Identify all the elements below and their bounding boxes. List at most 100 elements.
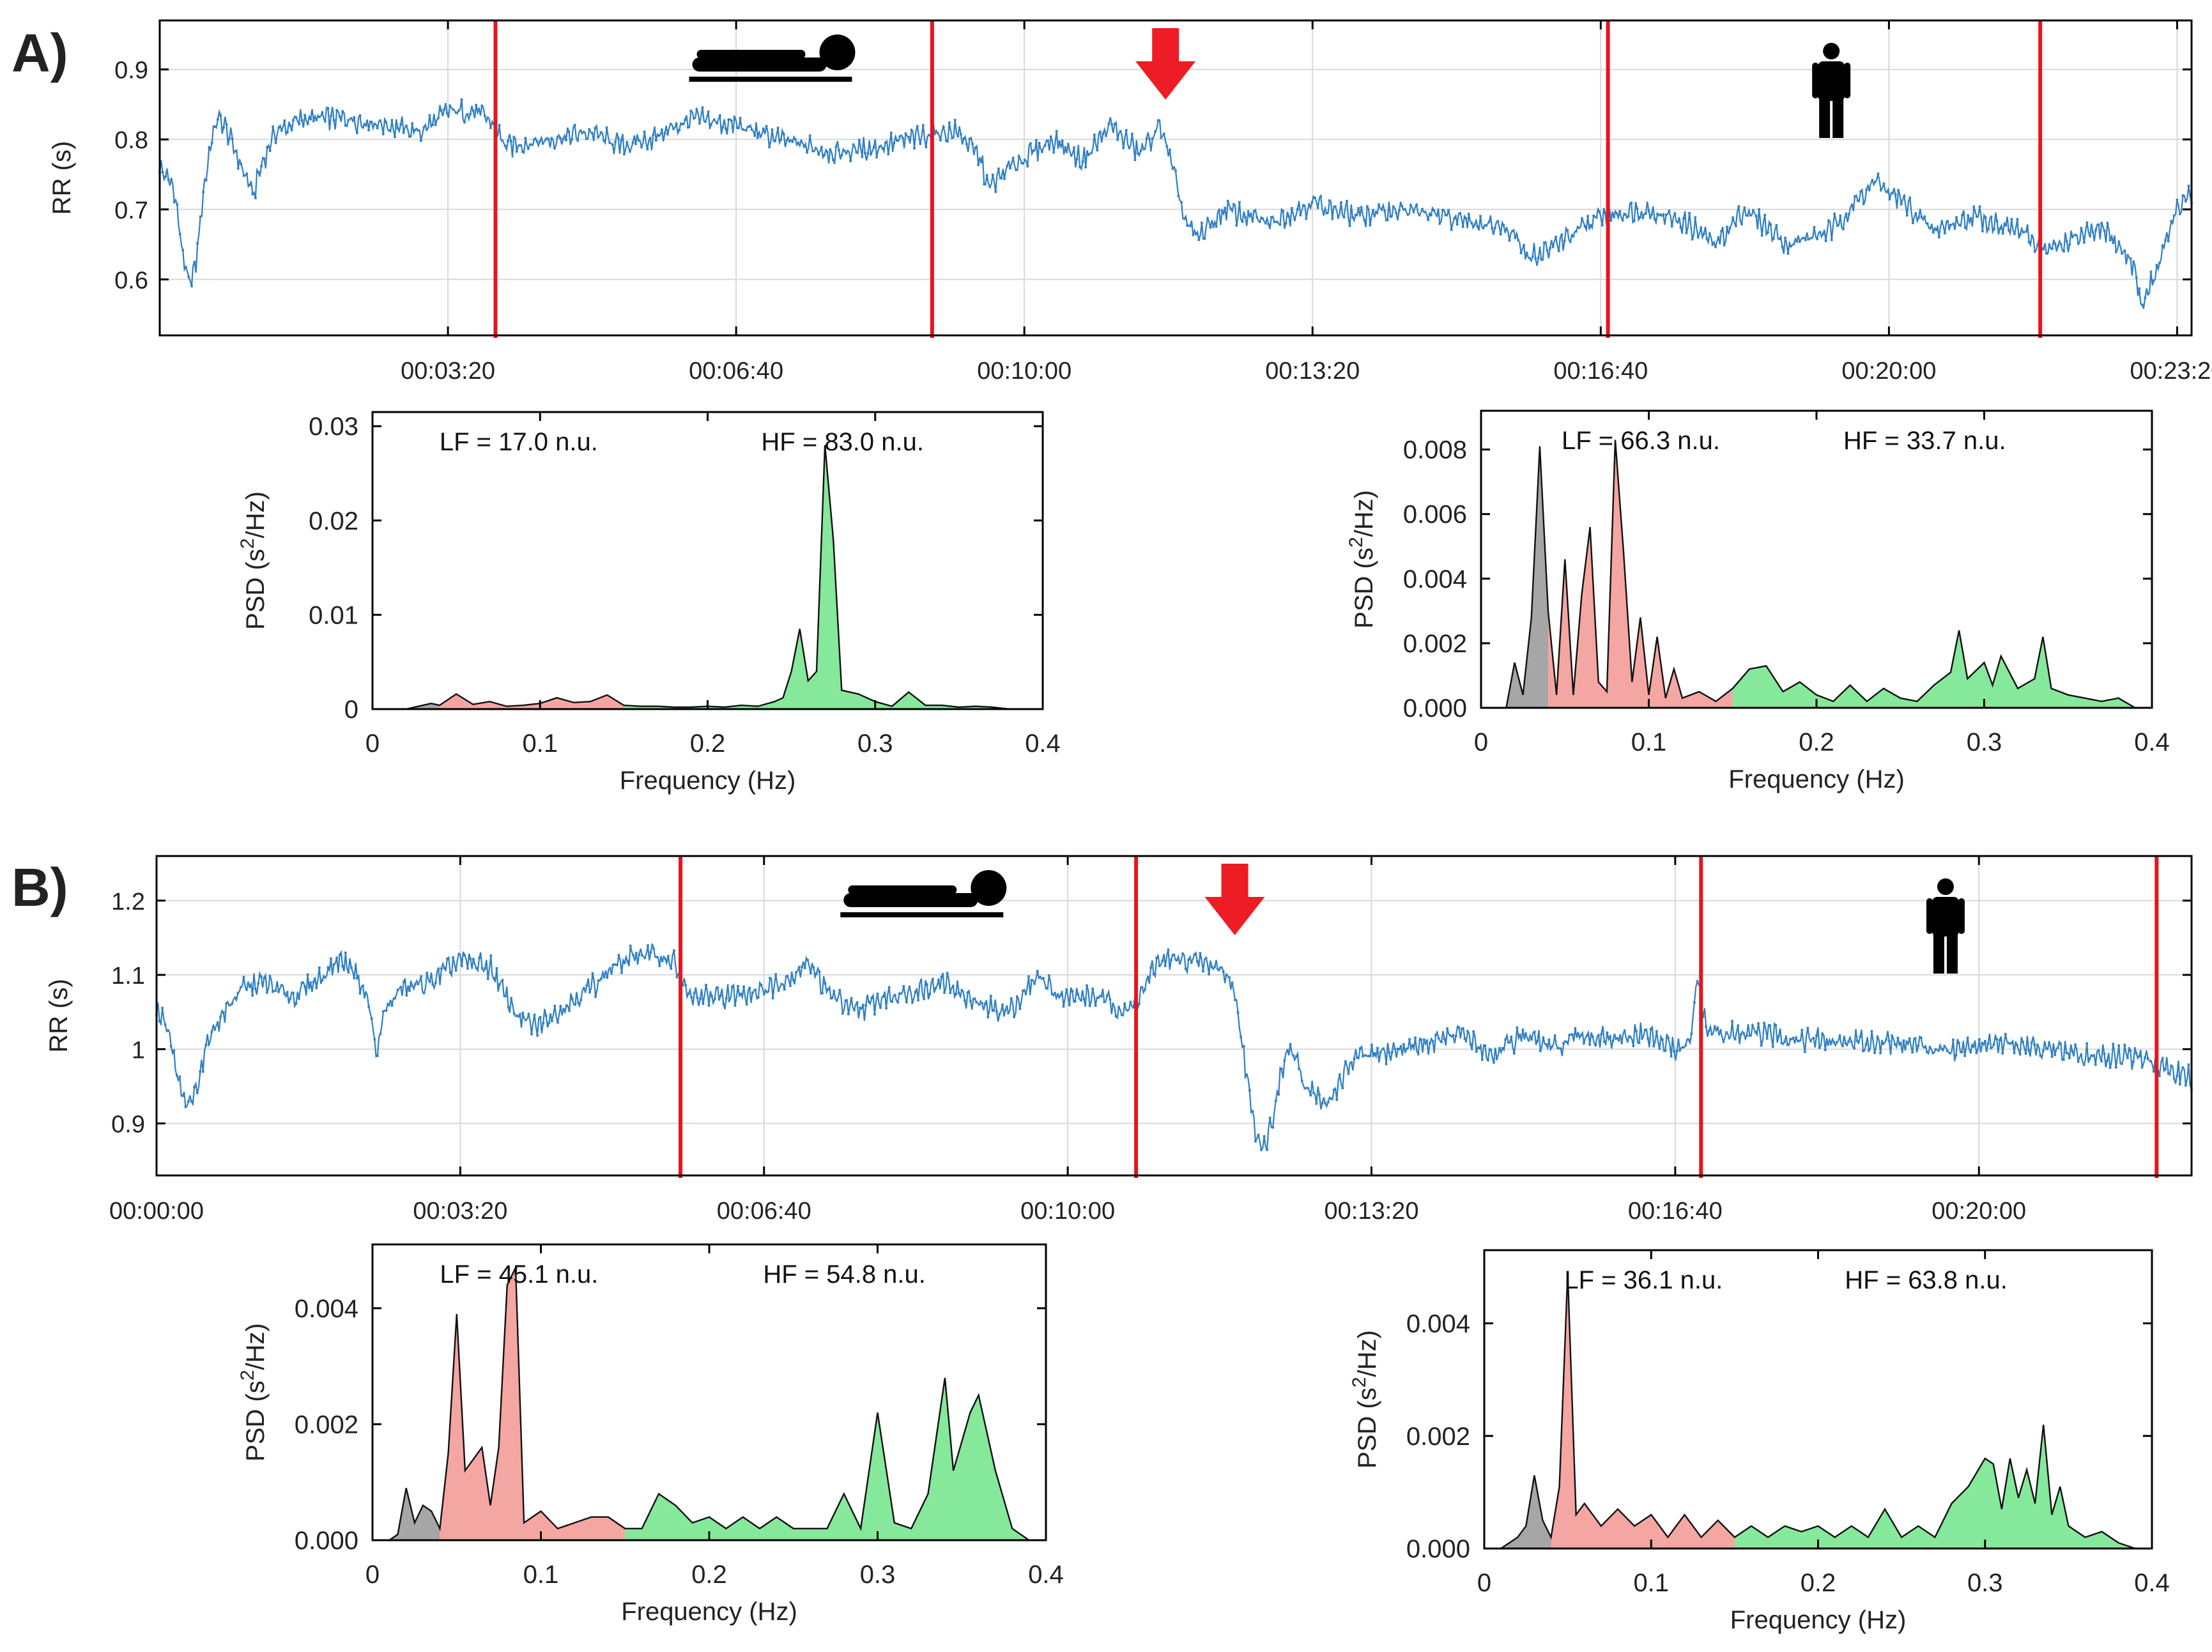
rr-point [1920,216,1923,218]
rr-point [217,118,219,121]
rr-point [600,977,603,980]
rr-point [956,135,960,137]
rr-point [1714,245,1717,249]
rr-point [1365,1054,1367,1057]
rr-point [1015,169,1017,171]
rr-point [1242,1044,1245,1048]
rr-point [868,1000,870,1004]
rr-point [495,967,498,970]
rr-point [2147,293,2149,296]
rr-point [478,956,480,960]
rr-point [681,984,684,987]
rr-point [801,965,803,968]
rr-point [1192,234,1195,236]
rr-point [2016,1044,2018,1046]
rr-point [536,1034,539,1037]
rr-point [1340,201,1342,204]
rr-point [1322,213,1325,215]
rr-point [202,190,204,194]
rr-point [948,121,951,124]
y-axis-label-sup: 2 [1346,537,1367,547]
rr-point [1615,1037,1617,1040]
rr-point [2039,1054,2042,1057]
rr-point [1097,997,1100,999]
rr-point [1011,157,1015,159]
rr-point [2161,1057,2164,1060]
rr-point [786,975,789,977]
rr-point [1082,998,1086,1000]
rr-point [181,1094,184,1098]
rr-point [440,109,443,112]
rr-point [698,122,701,125]
rr-point [1517,239,1519,241]
rr-point [1926,1051,1928,1053]
rr-point [951,137,953,139]
rr-point [1141,986,1144,989]
rr-point [1664,1050,1667,1052]
rr-point [1955,1053,1958,1057]
rr-point [2045,1047,2048,1050]
ytick-label: 0.006 [1403,501,1467,529]
rr-point [469,958,472,961]
rr-point [1624,213,1627,216]
rr-point [556,136,559,139]
rr-point [376,126,379,130]
rr-point [1133,158,1137,162]
rr-point [1700,226,1703,229]
rr-point [1673,1050,1675,1053]
rr-point [689,109,693,112]
xtick-label: 0.1 [522,730,558,758]
rr-point [881,147,884,149]
rr-point [2108,1066,2112,1069]
rr-point [553,147,556,149]
rr-point [466,967,469,970]
ytick-label: 0.02 [309,507,358,535]
rr-point [1519,1034,1521,1036]
y-axis-label-sup: 2 [237,1370,258,1380]
rr-point [1100,995,1103,998]
rr-point [1696,236,1700,238]
rr-point [696,996,699,999]
rr-point [1709,232,1711,235]
rr-point [1643,1029,1647,1032]
rr-point [2089,234,2091,238]
rr-point [1373,1052,1376,1055]
rr-point [1061,139,1064,142]
rr-point [1126,1009,1129,1012]
rr-point [2001,1052,2004,1055]
rr-point [1981,230,1984,233]
rr-point [475,103,477,107]
rr-point [1778,1035,1780,1037]
rr-point [2008,229,2010,232]
ytick-label: 0.03 [309,413,358,441]
rr-point [577,1001,580,1004]
rr-point [580,998,583,1001]
rr-point [1894,193,1897,196]
y-axis-label-tail: /Hz) [242,491,270,538]
rr-point [1344,1060,1347,1063]
rr-point [1992,1043,1995,1046]
rr-point [844,999,847,1002]
rr-point [1746,1034,1748,1037]
rr-point [1998,1039,2001,1041]
rr-point [1880,188,1882,192]
rr-point [193,1085,196,1089]
rr-point [2065,1052,2068,1055]
A-rr-chart: 0.60.70.80.900:03:20 00:06:40 00:10:00 00:1… [48,19,2212,385]
rr-point [638,953,641,956]
rr-point [1545,1043,1548,1046]
rr-point [1026,165,1029,168]
rr-point [1789,1037,1792,1041]
rr-point [2112,1043,2114,1045]
rr-point [1894,1043,1896,1046]
rr-point [1382,1047,1385,1050]
rr-point [213,1028,216,1031]
rr-point [1687,1038,1690,1041]
rr-point [1328,199,1331,202]
rr-point [309,981,312,984]
rr-point [1854,195,1856,198]
xtick-label: 0.1 [1631,728,1667,756]
rr-point [1886,190,1888,194]
rr-point [161,1007,164,1009]
